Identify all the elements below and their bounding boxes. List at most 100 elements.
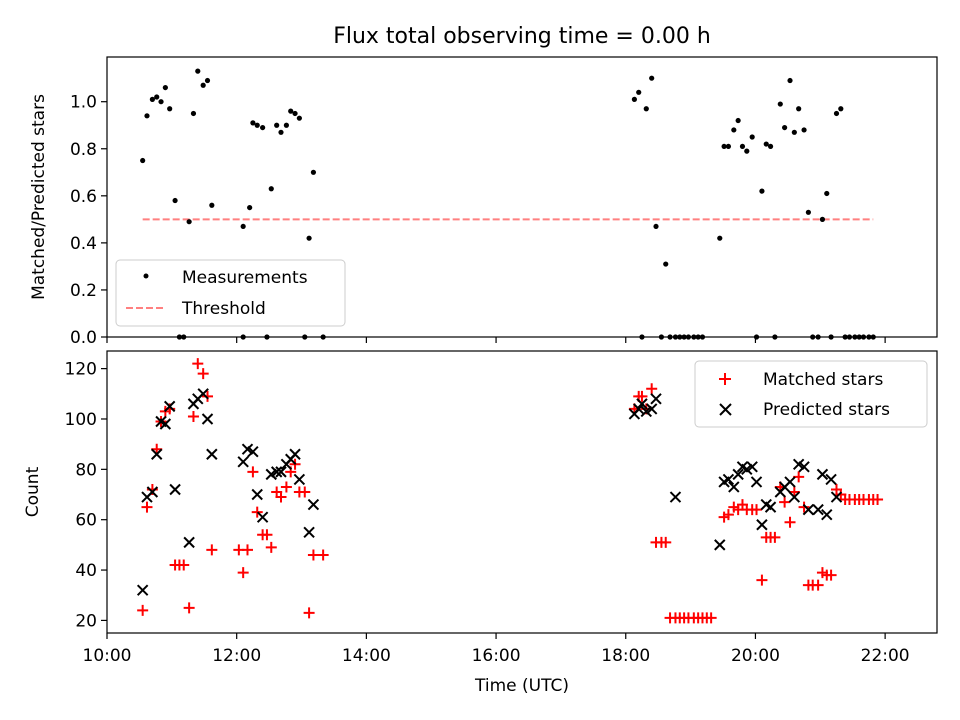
matched-star-point xyxy=(206,544,218,556)
predicted-star-point xyxy=(237,456,249,468)
ratio-y-tick-label: 0.6 xyxy=(70,187,97,207)
measurement-point xyxy=(292,110,298,117)
matched-star-point xyxy=(793,471,805,483)
ratio-panel-frame xyxy=(106,56,938,338)
predicted-star-point xyxy=(303,526,315,538)
predicted-star-point xyxy=(728,481,740,493)
measurement-point xyxy=(190,110,197,117)
predicted-star-point xyxy=(746,461,758,473)
predicted-star-point xyxy=(270,466,283,478)
ratio-legend-box xyxy=(115,259,346,327)
measurement-point xyxy=(777,101,783,107)
ratio-y-ticks: 0.0 0.2 0.4 0.6 0.8 1.0 xyxy=(70,93,107,348)
matched-star-point xyxy=(756,574,768,586)
count-y-tick-label: 120 xyxy=(65,360,97,380)
measurement-point xyxy=(240,223,246,230)
matched-star-point xyxy=(183,602,195,614)
predicted-star-points xyxy=(136,388,843,596)
matched-star-point xyxy=(307,549,319,561)
predicted-star-point xyxy=(146,486,159,498)
matched-star-point xyxy=(137,604,149,616)
count-x-ticks: 10:00 12:00 14:00 16:00 18:00 20:00 22:00 xyxy=(83,633,910,666)
predicted-star-point xyxy=(732,468,744,481)
legend-predicted-marker xyxy=(719,403,732,416)
predicted-star-point xyxy=(251,488,263,501)
count-y-tick-label: 40 xyxy=(75,561,97,581)
measurement-point xyxy=(158,99,164,105)
legend-measurements-label: Measurements xyxy=(182,268,308,288)
matched-star-point xyxy=(812,579,824,591)
count-y-axis-label: Count xyxy=(23,466,43,517)
count-x-tick-label: 18:00 xyxy=(601,646,650,666)
measurement-point xyxy=(288,108,294,114)
measurement-point xyxy=(274,122,280,128)
predicted-star-point xyxy=(293,473,306,486)
predicted-star-point xyxy=(816,468,829,481)
legend-matched-label: Matched stars xyxy=(763,370,883,390)
count-panel: 20 40 60 80 100 120 10:00 12:00 14:00 16:00 18:00… xyxy=(23,350,938,696)
predicted-star-point xyxy=(825,473,837,486)
matched-star-point xyxy=(280,481,292,493)
count-x-tick-label: 20:00 xyxy=(731,646,780,666)
count-y-tick-label: 20 xyxy=(75,611,97,631)
predicted-star-point xyxy=(821,508,833,521)
count-y-tick-label: 80 xyxy=(75,460,97,480)
measurement-point xyxy=(643,106,649,112)
legend-predicted-label: Predicted stars xyxy=(763,400,890,420)
predicted-star-point xyxy=(756,519,768,531)
matched-star-point xyxy=(251,506,263,518)
matched-star-point xyxy=(197,368,209,380)
measurement-point xyxy=(739,143,746,150)
count-legend[interactable]: Matched stars Predicted stars xyxy=(694,360,928,428)
predicted-star-point xyxy=(669,491,682,503)
count-x-tick-label: 10:00 xyxy=(83,646,132,666)
measurement-point xyxy=(250,120,256,126)
measurement-point xyxy=(209,202,215,208)
measurement-point xyxy=(631,96,637,102)
matched-star-point xyxy=(141,501,153,513)
measurement-point xyxy=(819,216,826,222)
matched-star-point xyxy=(299,486,311,498)
ratio-panel: 0.0 0.2 0.4 0.6 0.8 1.0 Matched/Predicted sta… xyxy=(29,56,938,348)
measurement-point xyxy=(149,96,155,102)
predicted-star-point xyxy=(206,448,218,460)
ratio-legend[interactable]: Measurements Threshold xyxy=(115,259,346,327)
matched-star-point xyxy=(660,536,672,548)
measurement-point xyxy=(296,115,302,121)
matched-star-point xyxy=(178,559,190,571)
matched-star-point xyxy=(202,390,214,402)
measurement-point xyxy=(154,94,160,100)
predicted-star-point xyxy=(788,491,801,503)
x-axis-label: Time (UTC) xyxy=(474,676,569,696)
count-panel-frame xyxy=(106,350,938,634)
matched-star-point xyxy=(636,390,648,402)
matched-star-point xyxy=(237,567,249,579)
predicted-star-point xyxy=(275,466,287,478)
matched-star-point xyxy=(751,504,763,516)
measurement-point xyxy=(649,75,655,81)
measurement-point xyxy=(787,77,793,84)
predicted-star-point xyxy=(256,511,269,523)
measurement-point xyxy=(744,148,750,154)
count-legend-box xyxy=(694,360,928,428)
predicted-star-point xyxy=(183,536,195,549)
count-x-tick-label: 16:00 xyxy=(472,646,521,666)
measurement-point xyxy=(838,106,844,112)
predicted-star-point xyxy=(784,476,796,488)
predicted-star-point xyxy=(812,503,824,516)
measurement-point xyxy=(268,186,274,192)
predicted-star-point xyxy=(151,448,163,460)
measurement-point xyxy=(717,235,723,241)
legend-measurement-marker xyxy=(143,273,149,279)
measurement-point xyxy=(162,84,168,91)
measurement-point xyxy=(167,106,173,112)
matched-star-point xyxy=(247,466,259,478)
count-y-tick-label: 60 xyxy=(75,511,97,531)
legend-threshold-label: Threshold xyxy=(181,299,266,319)
predicted-star-point xyxy=(247,446,259,458)
measurement-point xyxy=(204,77,211,84)
measurement-point xyxy=(791,129,797,135)
measurement-point xyxy=(731,127,737,133)
